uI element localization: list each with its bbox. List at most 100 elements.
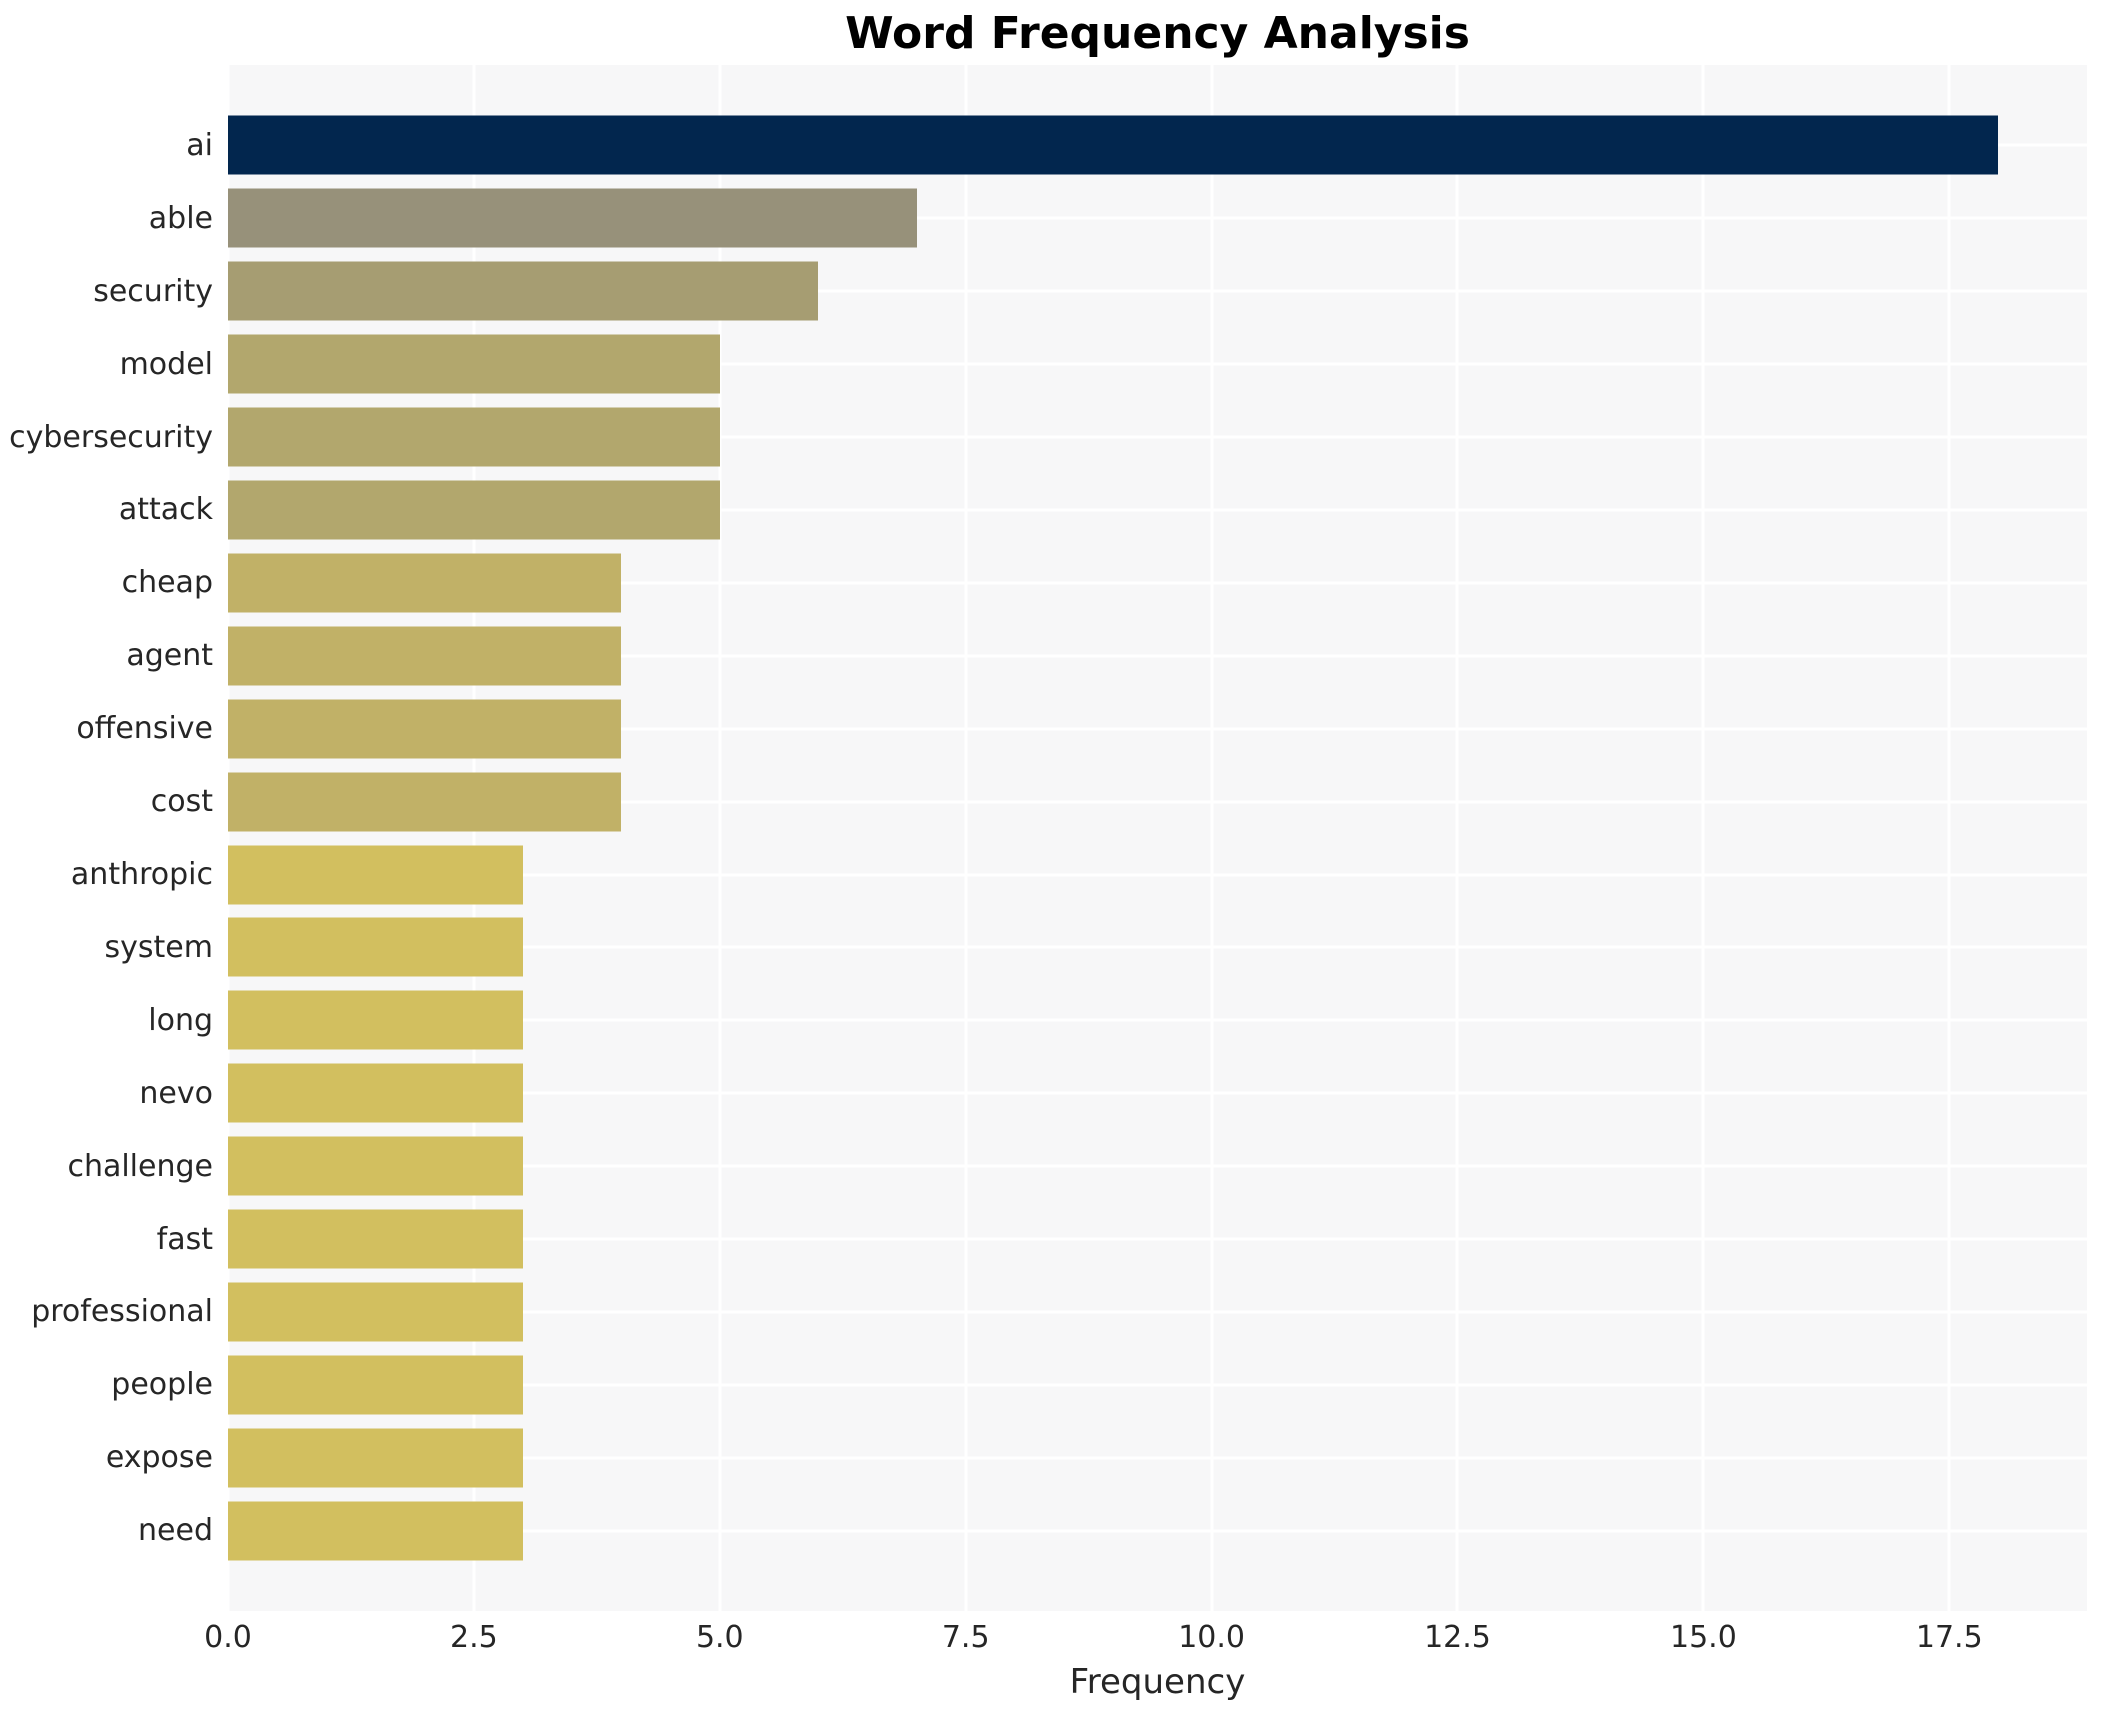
y-tick-label: anthropic — [70, 857, 213, 893]
bar-anthropic — [228, 845, 524, 905]
x-tick-label: 0.0 — [204, 1620, 252, 1655]
vertical-gridline — [964, 65, 968, 1611]
horizontal-gridline — [228, 1529, 2087, 1533]
bar-row — [228, 1130, 2087, 1203]
bar-row — [228, 911, 2087, 984]
horizontal-gridline — [228, 1237, 2087, 1241]
chart-body: ai able security model cybersecurity attack ch… — [0, 65, 2105, 1611]
y-tick-label: attack — [118, 492, 213, 528]
bar-challenge — [228, 1136, 524, 1196]
y-tick-label: long — [148, 1002, 213, 1038]
vertical-gridline — [472, 65, 476, 1611]
y-tick-label: people — [111, 1367, 213, 1403]
chart-title: Word Frequency Analysis — [845, 8, 1470, 59]
horizontal-gridline — [228, 727, 2087, 731]
horizontal-gridline — [228, 654, 2087, 658]
bar-ai — [228, 115, 1999, 175]
bar-system — [228, 917, 524, 977]
vertical-gridline — [1455, 65, 1459, 1611]
y-tick-label: model — [119, 346, 213, 382]
y-tick-label: fast — [156, 1221, 213, 1257]
x-tick-label: 2.5 — [450, 1620, 498, 1655]
x-axis-title: Frequency — [1069, 1662, 1246, 1702]
y-tick-label: security — [93, 273, 213, 309]
horizontal-gridline — [228, 362, 2087, 366]
vertical-gridline — [1947, 65, 1951, 1611]
bar-nevo — [228, 1063, 524, 1123]
vertical-gridline — [1701, 65, 1705, 1611]
horizontal-gridline — [228, 945, 2087, 949]
bar-people — [228, 1355, 524, 1415]
y-tick-label: challenge — [67, 1148, 213, 1184]
horizontal-gridline — [228, 1018, 2087, 1022]
x-tick-label: 17.5 — [1915, 1620, 1983, 1655]
bar-able — [228, 188, 917, 248]
horizontal-gridline — [228, 508, 2087, 512]
bar-row — [228, 255, 2087, 328]
bar-professional — [228, 1282, 524, 1342]
y-tick-label: system — [104, 929, 213, 965]
x-axis-tick-labels: 0.0 2.5 5.0 7.5 10.0 12.5 15.0 17.5 — [204, 1620, 2087, 1660]
horizontal-gridline — [228, 1456, 2087, 1460]
bar-row — [228, 765, 2087, 838]
y-tick-label: ai — [186, 127, 213, 163]
bar-row — [228, 401, 2087, 474]
horizontal-gridline — [228, 1091, 2087, 1095]
horizontal-gridline — [228, 435, 2087, 439]
bar-model — [228, 334, 720, 394]
bar-row — [228, 1276, 2087, 1349]
bar-row — [228, 1494, 2087, 1567]
y-tick-label: expose — [105, 1440, 213, 1476]
horizontal-gridline — [228, 873, 2087, 877]
x-tick-label: 12.5 — [1424, 1620, 1491, 1655]
bar-fast — [228, 1209, 524, 1269]
bar-agent — [228, 626, 622, 686]
y-tick-label: cost — [150, 784, 213, 820]
horizontal-gridline — [228, 289, 2087, 293]
vertical-gridline — [718, 65, 722, 1611]
bar-expose — [228, 1428, 524, 1488]
x-tick-label: 5.0 — [695, 1620, 744, 1655]
bar-row — [228, 1203, 2087, 1276]
bar-need — [228, 1501, 524, 1561]
bar-row — [228, 1057, 2087, 1130]
bar-row — [228, 692, 2087, 765]
y-tick-label: cybersecurity — [9, 419, 213, 455]
bar-security — [228, 261, 819, 321]
horizontal-gridline — [228, 800, 2087, 804]
y-tick-label: cheap — [121, 565, 213, 601]
y-tick-label: nevo — [139, 1075, 213, 1111]
bar-row — [228, 546, 2087, 619]
bar-long — [228, 990, 524, 1050]
bar-row — [228, 1348, 2087, 1421]
horizontal-gridline — [228, 216, 2087, 220]
vertical-gridline — [228, 65, 230, 1611]
plot-panel — [228, 65, 2087, 1611]
bar-rows — [228, 65, 2087, 1611]
bar-row — [228, 619, 2087, 692]
x-tick-label: 15.0 — [1669, 1620, 1737, 1655]
horizontal-gridline — [228, 1310, 2087, 1314]
y-tick-label: professional — [31, 1294, 213, 1330]
bar-row — [228, 838, 2087, 911]
vertical-gridlines — [228, 65, 2087, 1611]
bar-row — [228, 1421, 2087, 1494]
y-tick-label: need — [138, 1513, 213, 1549]
bar-attack — [228, 480, 720, 540]
vertical-gridline — [1210, 65, 1214, 1611]
horizontal-gridline — [228, 1164, 2087, 1168]
x-tick-label: 7.5 — [941, 1620, 990, 1655]
y-tick-label: able — [148, 200, 213, 236]
bar-cost — [228, 772, 622, 832]
y-axis-labels: ai able security model cybersecurity attack ch… — [0, 65, 228, 1611]
bar-cybersecurity — [228, 407, 720, 467]
bar-row — [228, 182, 2087, 255]
y-tick-label: agent — [126, 638, 213, 674]
bar-cheap — [228, 553, 622, 613]
horizontal-gridline — [228, 581, 2087, 585]
bar-row — [228, 984, 2087, 1057]
bar-offensive — [228, 699, 622, 759]
y-tick-label: offensive — [76, 711, 213, 747]
bar-row — [228, 474, 2087, 547]
